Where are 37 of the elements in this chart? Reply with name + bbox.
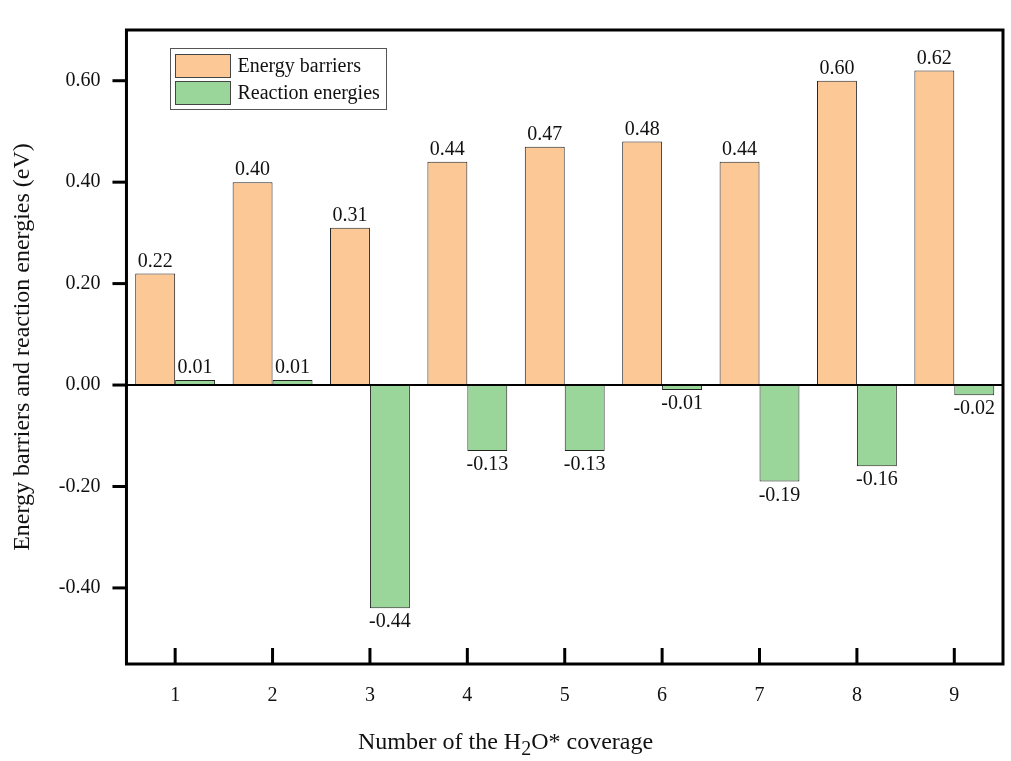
x-tick-label: 1 <box>170 683 181 706</box>
legend-label: Energy barriers <box>237 54 361 77</box>
x-tick-label: 2 <box>267 683 278 706</box>
data-label: 0.22 <box>137 248 173 271</box>
data-label: -0.13 <box>466 452 509 475</box>
y-tick-label: 0.60 <box>65 67 101 90</box>
data-label: 0.31 <box>332 203 368 226</box>
y-tick-label: -0.20 <box>58 473 101 496</box>
data-label: -0.19 <box>758 482 801 505</box>
data-label: 0.44 <box>722 137 758 160</box>
data-label: -0.44 <box>369 609 411 632</box>
data-label: 0.44 <box>429 137 465 160</box>
data-label: 0.01 <box>177 355 213 378</box>
x-tick-label: 5 <box>559 683 570 706</box>
legend-label: Reaction energies <box>237 81 380 104</box>
x-tick-label: 7 <box>754 683 765 706</box>
x-axis-title: Number of the H$_{2}$O* coverage <box>356 728 655 760</box>
data-label: 0.60 <box>819 55 855 78</box>
y-tick-label: 0.00 <box>65 372 101 395</box>
y-tick-label: -0.40 <box>58 575 101 598</box>
y-tick-label: 0.40 <box>65 169 101 192</box>
data-label: 0.48 <box>624 116 660 139</box>
data-label: 0.01 <box>275 355 311 378</box>
x-tick-label: 8 <box>851 683 862 706</box>
x-tick-label: 3 <box>364 683 375 706</box>
data-label: -0.16 <box>856 467 898 490</box>
data-label: 0.40 <box>235 157 271 180</box>
data-label: 0.62 <box>916 45 952 68</box>
data-label: -0.01 <box>661 391 703 414</box>
x-tick-label: 6 <box>657 683 668 706</box>
y-axis-title: Energy barriers and reaction energies (eV) <box>7 143 34 551</box>
data-label: 0.47 <box>527 121 563 144</box>
y-tick-label: 0.20 <box>65 270 101 293</box>
data-label: -0.02 <box>953 396 996 419</box>
data-label: -0.13 <box>563 452 606 475</box>
x-tick-label: 4 <box>462 683 473 706</box>
x-tick-label: 9 <box>949 683 960 706</box>
